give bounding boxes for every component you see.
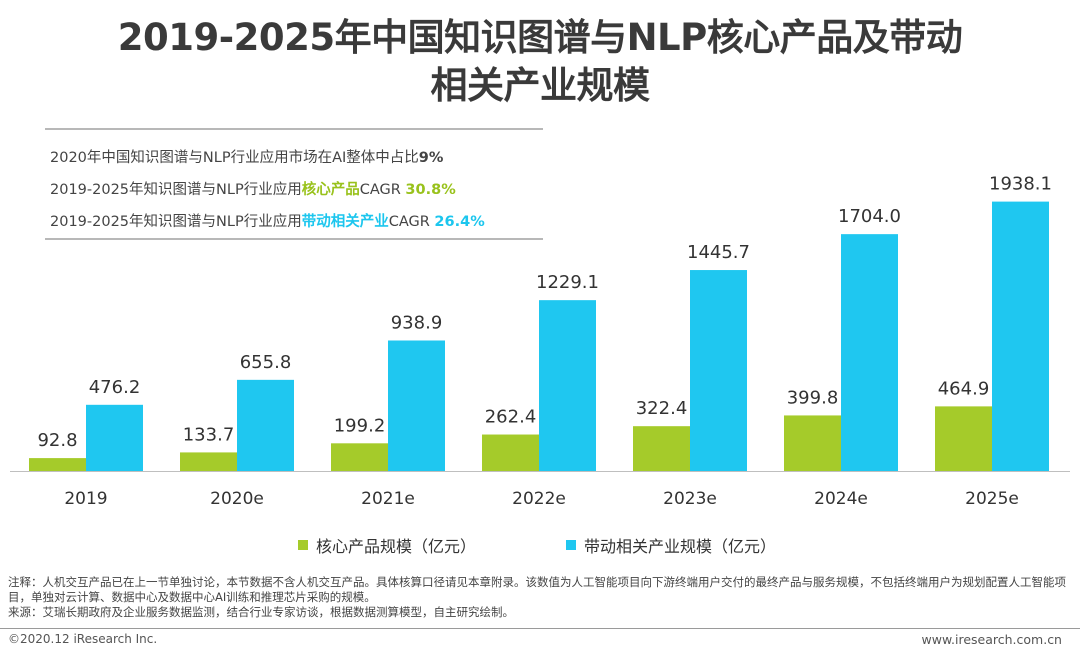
notes: 注释：人机交互产品已在上一节单独讨论，本节数据不含人机交互产品。具体核算口径请见… bbox=[8, 575, 1074, 620]
x-tick-label-2024e: 2024e bbox=[814, 489, 868, 509]
x-tick-label-2022e: 2022e bbox=[512, 489, 566, 509]
copyright: ©2020.12 iResearch Inc. bbox=[8, 632, 158, 646]
info-core-cagr-label: CAGR bbox=[359, 182, 406, 198]
data-label-related-2021e: 938.9 bbox=[391, 312, 443, 333]
info-box: 2020年中国知识图谱与NLP行业应用市场在AI整体中占比9% 2019-202… bbox=[45, 128, 543, 240]
x-tick-label-2020e: 2020e bbox=[210, 489, 264, 509]
chart-title-line1: 2019-2025年中国知识图谱与NLP核心产品及带动 bbox=[117, 16, 963, 59]
data-label-core-2025e: 464.9 bbox=[938, 378, 990, 399]
data-label-related-2022e: 1229.1 bbox=[536, 272, 599, 293]
legend-swatch-core bbox=[298, 540, 308, 550]
note-text: 注释：人机交互产品已在上一节单独讨论，本节数据不含人机交互产品。具体核算口径请见… bbox=[8, 575, 1066, 604]
data-label-related-2023e: 1445.7 bbox=[687, 242, 750, 263]
info-core-cagr-value: 30.8% bbox=[405, 182, 456, 198]
bar-related-2019 bbox=[86, 404, 143, 471]
source-text: 来源：艾瑞长期政府及企业服务数据监测，结合行业专家访谈，根据数据测算模型，自主研… bbox=[8, 605, 514, 619]
legend-label-related: 带动相关产业规模（亿元） bbox=[584, 537, 777, 556]
info-related-cagr-label: CAGR bbox=[388, 214, 435, 230]
info-related-cagr-value: 26.4% bbox=[434, 214, 485, 230]
data-label-core-2020e: 133.7 bbox=[183, 424, 235, 445]
legend-swatch-related bbox=[566, 540, 576, 550]
data-label-core-2019: 92.8 bbox=[37, 430, 77, 451]
info-core-highlight: 核心产品 bbox=[301, 182, 360, 198]
bar-core-2019 bbox=[29, 458, 86, 471]
legend-label-core: 核心产品规模（亿元） bbox=[316, 537, 477, 556]
info-share-value: 9% bbox=[418, 150, 444, 166]
data-label-related-2019: 476.2 bbox=[89, 377, 141, 398]
bar-core-2023e bbox=[633, 426, 690, 471]
data-label-related-2020e: 655.8 bbox=[240, 352, 292, 373]
bar-related-2020e bbox=[237, 379, 294, 471]
chart-title: 2019-2025年中国知识图谱与NLP核心产品及带动 相关产业规模 bbox=[0, 14, 1080, 110]
chart-title-line2: 相关产业规模 bbox=[430, 64, 651, 107]
data-label-core-2024e: 399.8 bbox=[787, 387, 839, 408]
bar-related-2023e bbox=[690, 270, 747, 471]
info-line-core-cagr: 2019-2025年知识图谱与NLP行业应用核心产品CAGR 30.8% bbox=[50, 178, 456, 199]
info-line-related-cagr: 2019-2025年知识图谱与NLP行业应用带动相关产业CAGR 26.4% bbox=[50, 210, 485, 231]
bar-core-2020e bbox=[180, 452, 237, 471]
footer-divider bbox=[0, 628, 1080, 629]
bar-related-2021e bbox=[388, 340, 445, 471]
x-tick-label-2021e: 2021e bbox=[361, 489, 415, 509]
info-share-text: 2020年中国知识图谱与NLP行业应用市场在AI整体中占比 bbox=[50, 150, 419, 166]
bar-related-2022e bbox=[539, 300, 596, 471]
x-tick-label-2019: 2019 bbox=[64, 489, 107, 509]
data-label-core-2023e: 322.4 bbox=[636, 398, 688, 419]
bar-core-2022e bbox=[482, 434, 539, 471]
legend-item-related: 带动相关产业规模（亿元） bbox=[566, 533, 776, 557]
info-line-share: 2020年中国知识图谱与NLP行业应用市场在AI整体中占比9% bbox=[50, 146, 443, 167]
x-tick-label-2025e: 2025e bbox=[965, 489, 1019, 509]
bar-chart: 92.8 476.2 2019 133.7 655.8 2020e 199.2 938.9 20… bbox=[10, 174, 1070, 509]
data-label-related-2024e: 1704.0 bbox=[838, 206, 901, 227]
bar-core-2025e bbox=[935, 406, 992, 471]
website-url: www.iresearch.com.cn bbox=[921, 632, 1063, 647]
data-label-core-2022e: 262.4 bbox=[485, 407, 537, 428]
x-tick-label-2023e: 2023e bbox=[663, 489, 717, 509]
bar-related-2024e bbox=[841, 234, 898, 471]
bar-core-2021e bbox=[331, 443, 388, 471]
chart-legend: 核心产品规模（亿元） 带动相关产业规模（亿元） bbox=[0, 533, 1080, 557]
data-label-core-2021e: 199.2 bbox=[334, 415, 386, 436]
legend-item-core: 核心产品规模（亿元） bbox=[298, 533, 476, 557]
bar-core-2024e bbox=[784, 415, 841, 471]
bar-related-2025e bbox=[992, 201, 1049, 471]
data-label-related-2025e: 1938.1 bbox=[989, 174, 1052, 195]
info-related-highlight: 带动相关产业 bbox=[301, 214, 389, 230]
info-core-text: 2019-2025年知识图谱与NLP行业应用 bbox=[50, 182, 302, 198]
info-related-text: 2019-2025年知识图谱与NLP行业应用 bbox=[50, 214, 302, 230]
